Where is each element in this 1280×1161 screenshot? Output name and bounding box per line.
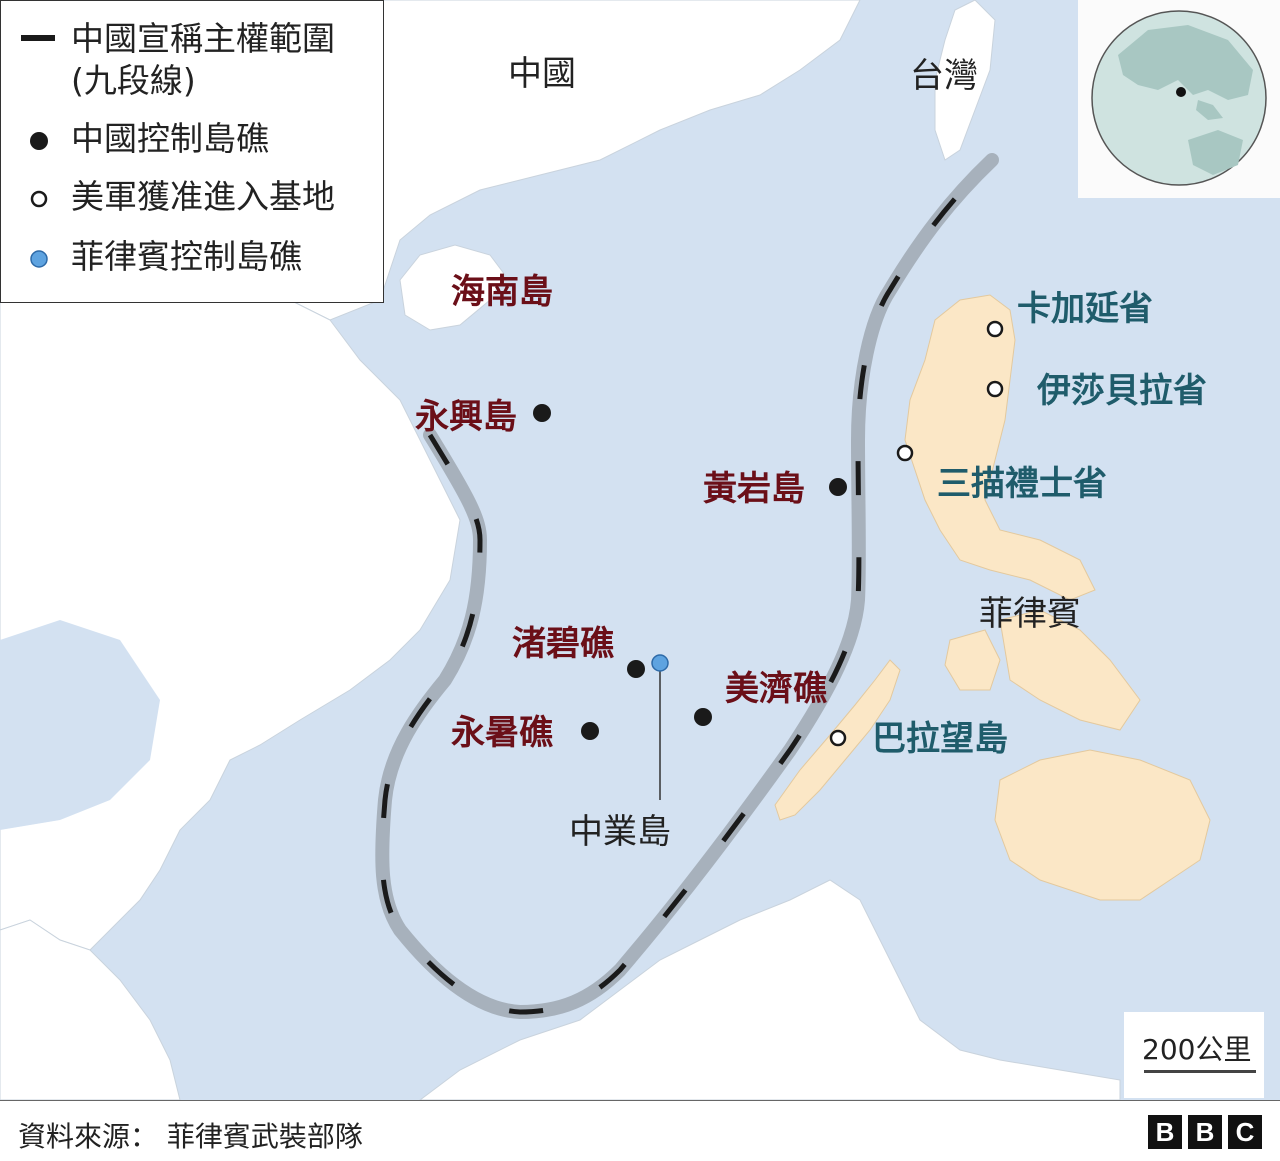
legend-claim-line: 中國宣稱主權範圍 — [71, 19, 335, 58]
gulf-of-thailand — [0, 620, 160, 830]
hainan-landmass — [399, 244, 506, 331]
label-isabela: 伊莎貝拉省 — [1036, 371, 1207, 411]
legend-line-swatch — [21, 35, 55, 41]
label-zambales: 三描禮士省 — [937, 464, 1107, 504]
palawan-base-dot — [829, 729, 847, 747]
panay-landmass — [944, 629, 1001, 691]
legend-philippines-dot — [30, 250, 48, 268]
label-cagayan: 卡加延省 — [1017, 289, 1153, 329]
cagayan-base-dot — [986, 320, 1004, 338]
label-woody-island: 永興島 — [415, 397, 517, 437]
bbc-logo-c: C — [1228, 1115, 1262, 1149]
label-subi-reef: 渚碧礁 — [512, 624, 614, 664]
legend-philippines-controlled: 菲律賓控制島礁 — [71, 237, 302, 276]
borneo-landmass — [419, 879, 1121, 1100]
bbc-logo-b2: B — [1188, 1115, 1222, 1149]
visayas-landmass — [999, 609, 1141, 731]
label-taiwan: 台灣 — [910, 56, 978, 96]
label-mischief-reef: 美濟礁 — [725, 669, 827, 709]
fiery-cross-dot — [581, 722, 599, 740]
mischief-reef-dot — [694, 708, 712, 726]
thitu-dot — [651, 654, 669, 672]
zambales-base-dot — [896, 444, 914, 462]
map-canvas: 中國 台灣 菲律賓 海南島 永興島 黃岩島 渚碧礁 美濟礁 永暑礁 中業島 卡加… — [0, 0, 1280, 1100]
taiwan-landmass — [934, 0, 996, 161]
locator-inset — [1078, 0, 1280, 198]
legend-claim-line-sub: (九段線) — [71, 61, 196, 100]
label-palawan: 巴拉望島 — [872, 719, 1008, 759]
scale-box: 200公里 — [1124, 1012, 1264, 1098]
label-china: 中國 — [508, 54, 576, 94]
subi-reef-dot — [627, 660, 645, 678]
woody-island-dot — [533, 404, 551, 422]
bbc-logo-b1: B — [1148, 1115, 1182, 1149]
legend-china-controlled: 中國控制島礁 — [71, 119, 269, 158]
label-hainan: 海南島 — [451, 272, 553, 312]
scale-bar — [1144, 1070, 1256, 1073]
legend-us-dot — [30, 190, 48, 208]
footer: 資料來源： 菲律賓武裝部隊 B B C — [0, 1100, 1280, 1161]
label-thitu: 中業島 — [569, 812, 671, 852]
label-philippines: 菲律賓 — [979, 594, 1081, 634]
locator-dot — [1176, 87, 1186, 97]
legend: 中國宣稱主權範圍 (九段線) 中國控制島礁 美軍獲准進入基地 菲律賓控制島礁 — [0, 0, 384, 303]
scale-label: 200公里 — [1142, 1033, 1252, 1066]
legend-china-dot — [30, 132, 48, 150]
label-fiery-cross: 永暑礁 — [451, 713, 553, 753]
malay-landmass — [0, 919, 181, 1100]
nine-dash-line-dashes — [379, 158, 994, 1015]
mindanao-landmass — [994, 749, 1211, 901]
luzon-landmass — [904, 294, 1096, 601]
bbc-logo: B B C — [1148, 1115, 1262, 1149]
locator-globe — [1091, 10, 1267, 186]
isabela-base-dot — [986, 380, 1004, 398]
source-text: 資料來源： 菲律賓武裝部隊 — [18, 1120, 363, 1153]
legend-us-bases: 美軍獲准進入基地 — [71, 177, 335, 216]
scarborough-dot — [829, 478, 847, 496]
label-scarborough: 黃岩島 — [703, 469, 805, 509]
